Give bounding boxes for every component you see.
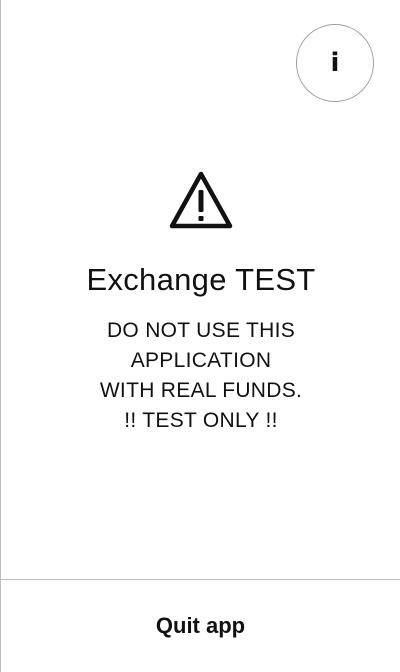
warning-message-line: WITH REAL FUNDS. [99,379,303,402]
warning-message-line: DO NOT USE THIS [106,319,296,342]
warning-triangle-icon [169,171,233,229]
footer-divider [1,579,400,580]
info-icon: i [330,48,340,78]
quit-app-button[interactable]: Quit app [1,580,400,672]
info-button[interactable]: i [296,24,374,102]
warning-message-line: !! TEST ONLY !! [124,409,278,432]
warning-message-line: APPLICATION [130,349,272,372]
page-title: Exchange TEST [86,262,316,297]
warning-message: DO NOT USE THIS APPLICATION WITH REAL FU… [1,316,400,436]
